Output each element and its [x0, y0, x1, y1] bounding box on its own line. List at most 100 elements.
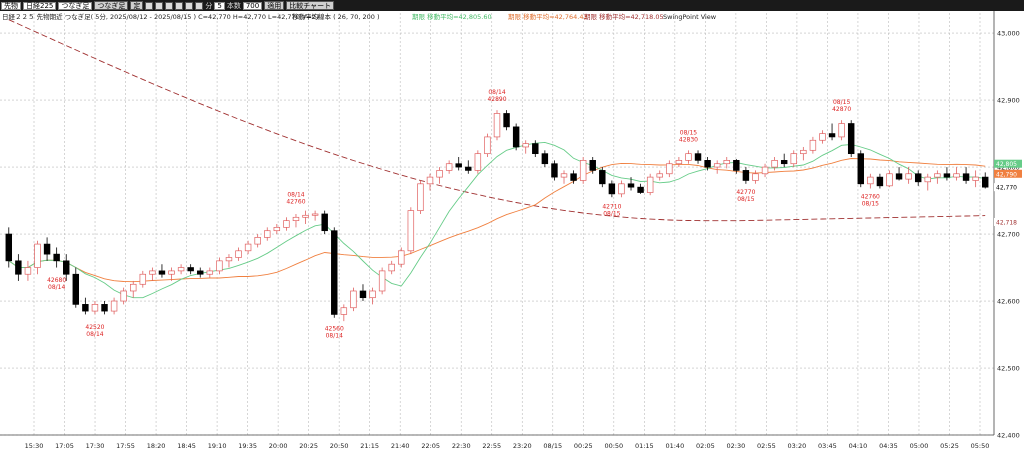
- swing-label-line2: 08/15: [737, 196, 754, 203]
- tool-square-icon[interactable]: [195, 1, 204, 10]
- candle-body: [53, 253, 60, 262]
- candle-body: [331, 230, 338, 315]
- tool-square-icon[interactable]: [175, 1, 184, 10]
- tool-square-icon[interactable]: [185, 1, 194, 10]
- candle-body: [819, 133, 826, 141]
- candle-body: [91, 304, 99, 312]
- candle-body: [905, 173, 912, 180]
- x-tick-label: 20:00: [269, 442, 288, 450]
- swing-label-line1: 08/14: [488, 89, 505, 96]
- candle-body: [895, 173, 903, 180]
- swing-label-line1: 42680: [47, 277, 66, 284]
- candle-body: [465, 166, 472, 171]
- candle-body: [426, 176, 434, 185]
- x-tick-label: 17:55: [116, 442, 135, 450]
- chart-grid: [0, 13, 994, 436]
- x-tick-label: 17:05: [55, 442, 74, 450]
- symbol-select[interactable]: 先物: [1, 1, 21, 10]
- candle-body: [139, 273, 147, 285]
- candle-body: [187, 267, 194, 272]
- candle-body: [953, 173, 960, 178]
- y-tick-label: 42,900: [997, 97, 1020, 105]
- candle-body: [359, 290, 367, 299]
- candle-body: [216, 260, 223, 272]
- candle-body: [972, 176, 979, 181]
- x-tick-label: 02:05: [696, 442, 715, 450]
- candle-body: [493, 113, 501, 138]
- count-label: 本数: [226, 1, 241, 10]
- x-tick-label: 18:20: [147, 442, 166, 450]
- candle-body: [742, 170, 750, 181]
- ma200-path: [8, 19, 986, 222]
- swing-label-line2: 08/14: [326, 332, 343, 339]
- candle-body: [867, 176, 874, 185]
- candle-body: [72, 273, 80, 305]
- swing-label-line1: 42770: [736, 189, 755, 196]
- ma70-value: 期限 移動平均=42,764.43: [508, 12, 588, 21]
- ma70-line: [8, 158, 986, 283]
- swing-label-line1: 42520: [85, 324, 104, 331]
- swing-label-line1: 42560: [325, 325, 344, 332]
- candle-body: [723, 160, 730, 165]
- candle-body: [283, 220, 290, 228]
- candle-body: [589, 160, 596, 171]
- candle-body: [532, 143, 539, 155]
- x-tick-label: 05:00: [910, 442, 929, 450]
- swing-label-line2: 08/14: [86, 331, 103, 338]
- candle-body: [474, 153, 482, 171]
- candle-body: [771, 160, 778, 168]
- price-tag-bg: [994, 183, 1022, 192]
- candle-body: [838, 123, 845, 138]
- candle-body: [302, 214, 309, 218]
- tool-square-icon[interactable]: [145, 1, 154, 10]
- ma70-path: [8, 158, 986, 283]
- y-tick-label: 42,500: [997, 365, 1020, 373]
- x-tick-label: 01:40: [665, 442, 684, 450]
- candle-body: [666, 163, 673, 175]
- instrument-select[interactable]: 日経225: [23, 1, 57, 10]
- x-tick-label: 22:30: [452, 442, 471, 450]
- ma-params: 移動平均線本 ( 26, 70, 200 ): [292, 12, 379, 21]
- candle-body: [914, 173, 922, 183]
- price-tag-bg: [994, 169, 1022, 178]
- candle-body: [857, 153, 864, 185]
- price-tag-ma200: 42,718: [996, 219, 1017, 226]
- candle-body: [225, 257, 233, 262]
- swing-label-line2: 08/15: [862, 201, 879, 208]
- swing-label-line1: 08/14: [287, 192, 304, 199]
- compare-chart-button[interactable]: 比較チャート: [286, 1, 335, 10]
- swing-label-line1: 08/15: [833, 99, 850, 106]
- candle-body: [43, 243, 51, 255]
- x-tick-label: 18:45: [177, 442, 196, 450]
- candle-body: [149, 270, 156, 275]
- candle-body: [637, 186, 644, 193]
- candle-body: [618, 183, 625, 195]
- tool-square-icon[interactable]: [155, 1, 164, 10]
- ma26-path: [8, 141, 986, 299]
- price-chart[interactable]: 4268008/144252008/1408/14427604256008/14…: [0, 11, 1024, 455]
- interval-field[interactable]: 5: [214, 1, 225, 10]
- interval-label: 分: [205, 1, 213, 10]
- x-tick-label: 04:10: [849, 442, 868, 450]
- x-tick-label: 08/15: [543, 442, 562, 450]
- candle-body: [780, 160, 788, 165]
- candle-body: [254, 237, 261, 245]
- ma26-line: [8, 141, 986, 299]
- continuous-button[interactable]: つなぎ足: [94, 1, 129, 10]
- candle-body: [63, 260, 70, 275]
- tool-square-icon[interactable]: [165, 1, 174, 10]
- candle-body: [34, 243, 41, 268]
- candle-body: [733, 160, 740, 171]
- candle-body: [886, 173, 893, 187]
- candle-body: [828, 133, 836, 138]
- candle-body: [101, 304, 108, 312]
- y-axis: 43,00042,90042,80042,70042,60042,50042,4…: [993, 11, 1022, 440]
- candle-body: [15, 260, 22, 275]
- contract-select[interactable]: つなぎ足: [58, 1, 93, 10]
- apply-button[interactable]: 適用: [264, 1, 285, 10]
- candle-body: [264, 230, 271, 238]
- price-tag-bg: [994, 217, 1022, 226]
- fix-button[interactable]: 定: [130, 1, 144, 10]
- count-field[interactable]: 700: [242, 1, 263, 10]
- swing-labels: 4268008/144252008/1408/14427604256008/14…: [47, 89, 880, 339]
